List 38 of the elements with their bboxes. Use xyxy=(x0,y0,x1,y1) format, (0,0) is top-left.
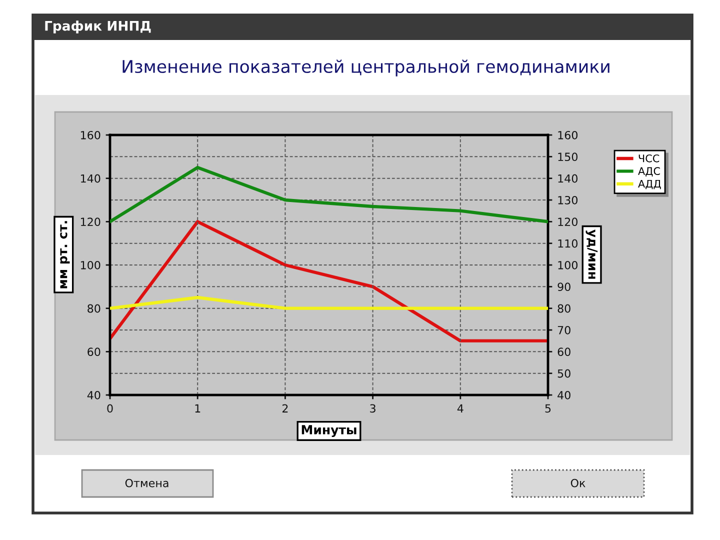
x-tick-label: 2 xyxy=(282,404,288,412)
x-tick-label: 1 xyxy=(195,404,200,412)
x-axis-title: Минуты xyxy=(302,425,356,437)
y2-axis-title: уд/мин xyxy=(586,230,598,279)
y2-tick-label: 80 xyxy=(558,304,570,313)
y-tick-label: 60 xyxy=(88,348,100,356)
y-axis-title: мм рт. ст. xyxy=(60,221,70,288)
line-series xyxy=(110,220,548,342)
y2-tick-label: 130 xyxy=(558,196,578,204)
y-tick-label: 160 xyxy=(80,130,100,140)
line-series xyxy=(110,166,548,224)
y2-tick-label: 110 xyxy=(558,239,578,248)
y-tick-label: 40 xyxy=(87,390,100,400)
y-tick-label: 100 xyxy=(80,260,100,270)
text: Отмена xyxy=(125,478,168,488)
y2-tick-label: 40 xyxy=(558,390,570,400)
x-tick-label: 3 xyxy=(370,404,376,413)
y2-tick-label: 160 xyxy=(558,130,578,140)
y2-tick-label: 50 xyxy=(558,369,570,378)
text: График ИНПД xyxy=(45,20,151,34)
y-tick-label: 120 xyxy=(80,218,100,226)
y2-tick-label: 60 xyxy=(558,348,570,356)
chart-title: Изменение показателей центральной гемодинамики xyxy=(122,60,610,76)
legend-label: ЧСС xyxy=(638,154,660,162)
legend-label: АДС xyxy=(638,167,660,176)
y-tick-label: 140 xyxy=(80,174,100,183)
y2-tick-label: 120 xyxy=(558,218,578,226)
text: Ок xyxy=(570,478,586,488)
legend-label: АДД xyxy=(638,180,661,190)
x-tick-label: 5 xyxy=(545,404,551,413)
y2-tick-label: 140 xyxy=(558,174,578,183)
y2-tick-label: 70 xyxy=(558,326,570,334)
y-tick-label: 80 xyxy=(88,304,100,313)
y2-tick-label: 90 xyxy=(558,282,570,292)
y2-tick-label: 150 xyxy=(558,152,578,162)
x-tick-label: 4 xyxy=(457,404,464,412)
y2-tick-label: 100 xyxy=(558,260,578,270)
x-tick-label: 0 xyxy=(107,404,113,413)
